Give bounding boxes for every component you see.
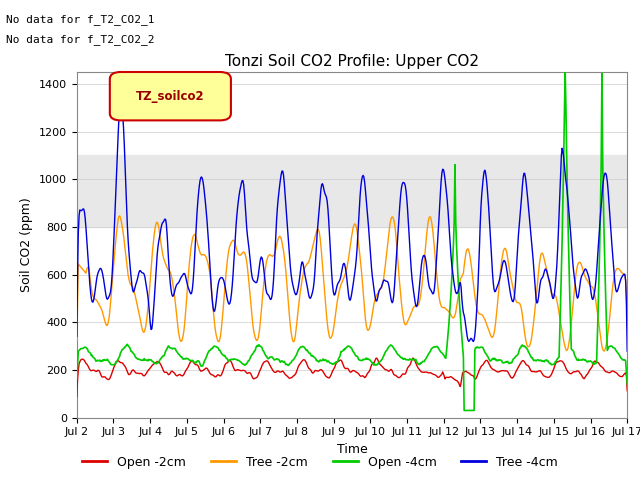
Text: TZ_soilco2: TZ_soilco2 (136, 90, 205, 103)
Title: Tonzi Soil CO2 Profile: Upper CO2: Tonzi Soil CO2 Profile: Upper CO2 (225, 54, 479, 70)
Text: No data for f_T2_CO2_1: No data for f_T2_CO2_1 (6, 14, 155, 25)
X-axis label: Time: Time (337, 443, 367, 456)
FancyBboxPatch shape (110, 72, 231, 120)
Text: No data for f_T2_CO2_2: No data for f_T2_CO2_2 (6, 34, 155, 45)
Bar (77, 156, 627, 227)
Legend: Open -2cm, Tree -2cm, Open -4cm, Tree -4cm: Open -2cm, Tree -2cm, Open -4cm, Tree -4… (77, 451, 563, 474)
Y-axis label: Soil CO2 (ppm): Soil CO2 (ppm) (20, 197, 33, 292)
